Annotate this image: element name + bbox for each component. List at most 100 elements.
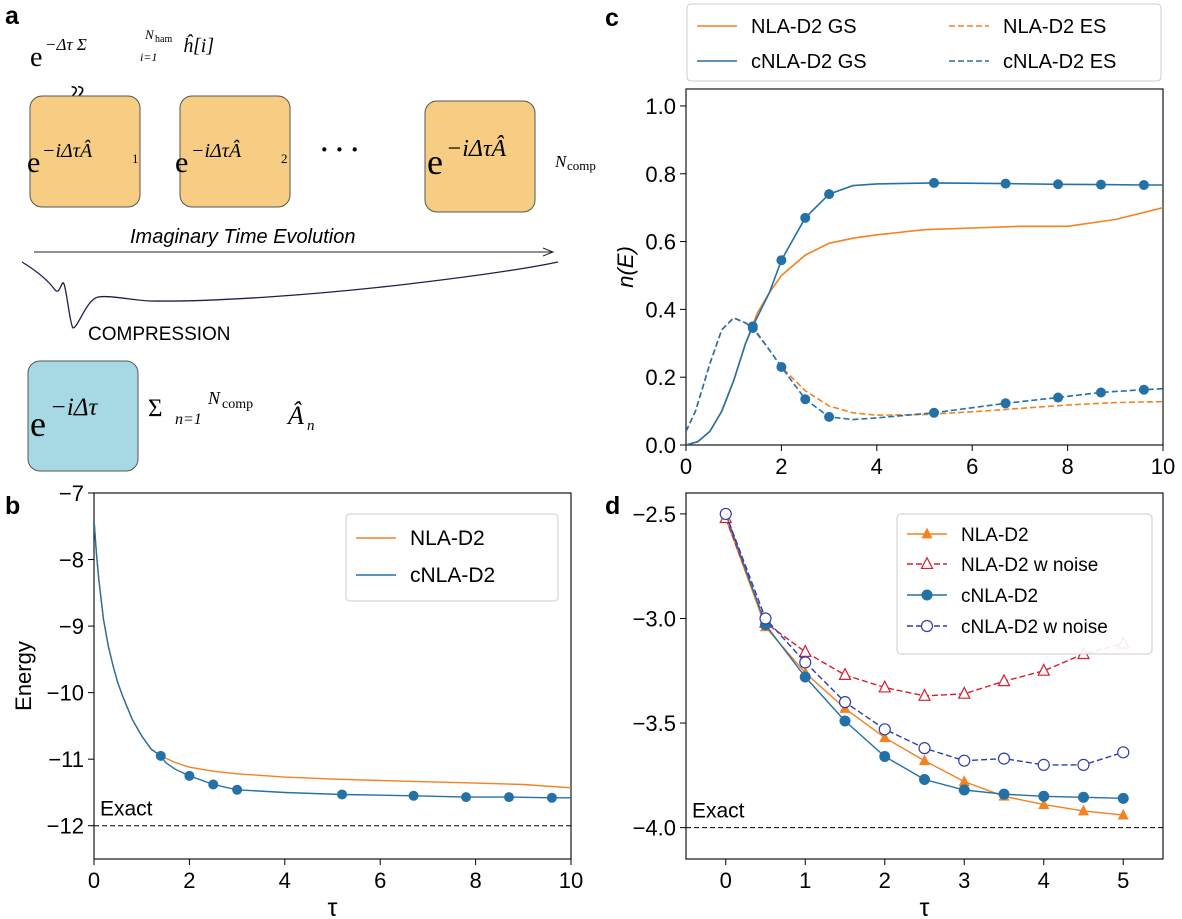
ham-formula-base: e [30,42,42,73]
panel-d-series-2-marker [879,751,891,763]
panel-d-chart: 0 1 2 3 4 5−4.0−3.5−3.0−2.5τExactNLA-D2NLA-D2… [633,492,1164,919]
panel-b-x-axis-label: τ [328,894,338,919]
panel-d-legend-marker [920,556,934,570]
panel-d-y-tick-label: −2.5 [633,502,676,527]
panel-d-series-2-marker [958,784,970,796]
panel-c-y-tick-label: 0.8 [645,162,676,187]
time-evolution-arrowhead [542,247,555,257]
panel-d-legend-label: cNLA-D2 w noise [961,617,1108,638]
panel-c-legend-frame [686,3,1162,82]
panel-b-legend-frame [345,513,559,602]
panel-c-series-3-marker [929,407,940,418]
panel-c-legend: NLA-D2 GS cNLA-D2 GS NLA-D2 ES cNLA-D2 ES [686,3,1162,82]
panel-b-series-1-marker [155,750,166,761]
gate-n-box [424,100,536,213]
panel-c-series-3-marker [1138,384,1149,395]
panel-c-y-tick-label: 1.0 [645,94,676,119]
panel-c-x-tick-label: 10 [1151,454,1175,479]
panel-d-series-3-marker [918,742,931,755]
panel-d-x-axis-label: τ [920,894,930,919]
compressed-base: e [30,404,46,444]
gate-1-box [29,95,141,208]
panel-d-legend-marker [921,527,933,539]
panel-d-y-tick-label: −4.0 [633,816,676,841]
panel-d-x-tick-label: 0 [720,868,732,893]
panel-c-series-3-marker [1095,387,1106,398]
panel-c-x-tick-label: 2 [775,454,787,479]
panel-c-series-3-marker [1053,392,1064,403]
panel-d-series-2-marker [1117,792,1129,804]
compressed-formula: e −iΔτ Σ N comp n=1 Â n [30,388,315,444]
panel-d-legend-frame [896,513,1153,655]
panel-b-x-tick-label: 2 [183,868,195,893]
panel-b-legend: NLA-D2 cNLA-D2 [345,513,559,602]
panel-d-series-1-marker [918,688,931,701]
panel-c-x-tick-label: 8 [1061,454,1073,479]
panel-d-x-tick-label: 3 [958,868,970,893]
panel-d-series-0-marker [1078,804,1089,816]
panel-d-exact-label: Exact [692,800,745,823]
panel-label-b: b [5,492,20,520]
panel-d-x-tick-label: 4 [1038,868,1050,893]
panel-b-exact-label: Exact [100,798,153,821]
panel-b-chart: 0 2 4 6 8 10 −12 −11 −10 −9 −8 −7 τ Energy Exact NLA-D2… [11,481,583,919]
panel-b-series-1-marker [461,792,472,803]
panel-label-d: d [605,492,620,520]
ham-formula-exponent: −Δτ Σ [45,35,87,54]
panel-c-series-3-marker [800,394,811,405]
panel-d-series-0-marker [1038,798,1050,810]
panel-c-y-tick-label: 0.0 [645,433,676,458]
panel-d-y-tick-label: −3.5 [633,711,676,736]
panel-d-series-2-marker [1038,790,1050,802]
gate-n-sub: N [554,152,568,171]
panel-d-series-1-marker [997,673,1011,687]
panel-c-chart: 0 2 4 6 8 10 0.0 0.2 0.4 0.6 0.8 1.0 n(E) NLA-D2 GS cN… [613,3,1175,479]
panel-d-series-1-marker [798,644,812,657]
panel-c-series-3-marker [1000,398,1011,409]
gate-2-base: e [175,146,188,179]
gate-2-sub: 2 [281,151,288,166]
compressed-sum: Σ [148,395,163,422]
panel-d-legend: NLA-D2 NLA-D2 w noise cNLA-D2 cNLA-D2 w noi… [896,513,1153,655]
panel-d-y-tick-label: −3.0 [633,606,676,631]
panel-b-x-tick-label: 4 [279,868,291,893]
panel-b-y-tick-label: −7 [59,481,84,506]
panel-c-y-tick-label: 0.2 [645,365,676,390]
panel-c-axes-frame [685,88,1164,446]
panel-b-x-tick-label: 8 [469,868,481,893]
panel-d-series-2-marker [998,788,1010,800]
panel-b-legend-label: NLA-D2 [410,527,485,550]
ham-sum-upper: N [144,27,155,42]
panel-d-x-tick-label: 1 [799,868,811,893]
panel-b-series-1-marker [546,792,557,803]
panel-c-plot-area [686,177,1163,445]
panel-d-series-3-marker [1077,758,1090,771]
panel-b-legend-label: cNLA-D2 [410,564,495,587]
panel-d-series-0-marker [958,775,970,787]
panel-d-legend-marker [921,589,933,601]
panel-c-x-tick-label: 0 [680,454,692,479]
panel-c-legend-label: NLA-D2 ES [1003,16,1106,38]
compressed-sum-lower: n=1 [175,411,202,428]
gate-n-formula: e −iΔτÂ N comp [427,136,596,182]
panel-b-y-tick-label: −9 [59,614,84,639]
panel-a-schematic: e −Δτ Σ N ham i=1 ĥ[i] ≈ e −iΔτÂ 1 e −iΔ… [21,27,596,472]
panel-b-y-axis-label: Energy [11,641,36,711]
panel-b-x-tick-label: 0 [88,868,100,893]
gates-ellipsis: · · · [320,135,359,164]
panel-d-axes-frame [685,492,1164,860]
compressed-sum-upper-sub: comp [222,397,253,412]
panel-c-series-3-marker [776,362,787,373]
panel-d-legend-marker [920,619,934,633]
compressed-term: Â [286,401,304,430]
panel-d-series-3-marker [1117,746,1130,759]
panel-b-series-1-marker [232,784,243,795]
panel-d-series-0-marker [1117,808,1129,820]
panel-c-series-2-marker [1138,179,1149,190]
panel-c-legend-label: NLA-D2 GS [751,16,857,38]
ham-sum-lower: i=1 [140,50,157,64]
panel-b-axes-frame [93,492,572,860]
compressed-exponent: −iΔτ [50,394,98,421]
panel-b-x-tick-label: 10 [559,868,583,893]
panel-b-y-tick-label: −10 [47,681,84,706]
